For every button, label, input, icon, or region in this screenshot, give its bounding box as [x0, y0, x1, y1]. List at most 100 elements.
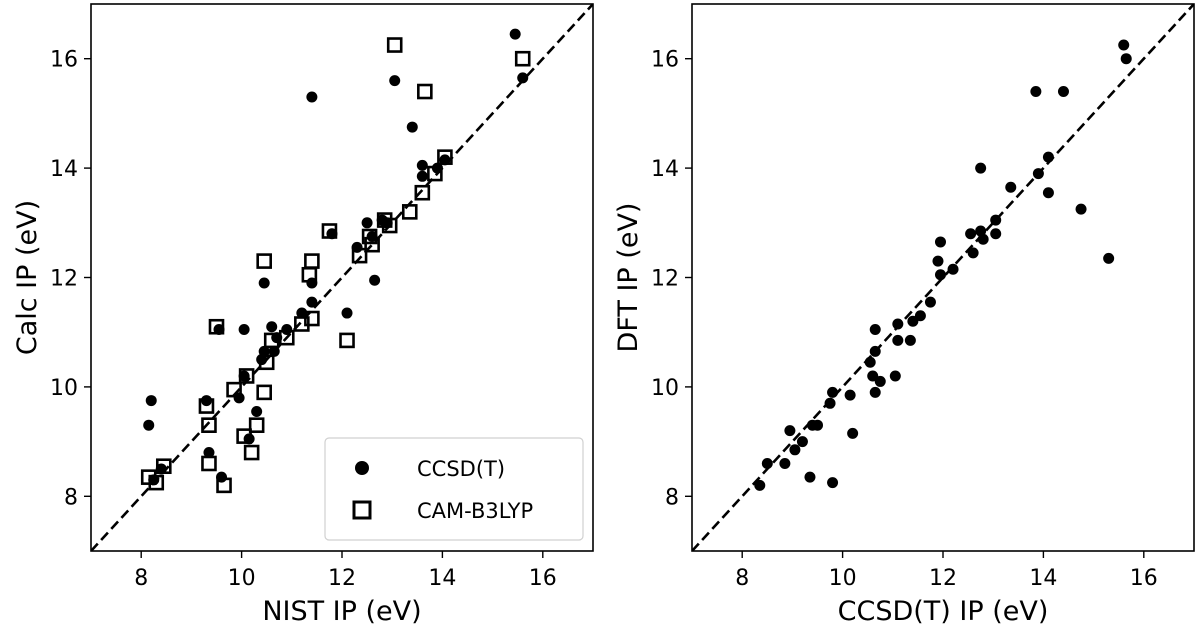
square-marker	[427, 165, 443, 182]
square-marker	[386, 37, 403, 53]
circle-marker	[977, 233, 989, 245]
series-cam-b3lyp	[140, 37, 531, 494]
circle-marker	[904, 334, 916, 346]
legend-circle-marker	[355, 461, 369, 475]
square-marker	[301, 266, 318, 283]
circle-marker	[369, 274, 381, 286]
x-tick-label: 14	[428, 566, 456, 591]
x-tick-label: 12	[929, 566, 957, 591]
circle-marker	[889, 370, 901, 382]
circle-marker	[784, 425, 796, 437]
circle-marker	[1120, 53, 1132, 65]
circle-marker	[251, 406, 263, 418]
square-marker	[339, 332, 355, 349]
y-tick-label: 12	[50, 267, 78, 292]
circle-marker	[416, 170, 428, 182]
circle-marker	[827, 477, 839, 489]
square-marker	[198, 398, 215, 414]
circle-marker	[789, 444, 801, 456]
circle-marker	[990, 228, 1002, 240]
square-marker	[437, 149, 453, 165]
square-marker	[417, 83, 433, 100]
circle-marker	[869, 386, 881, 398]
circle-marker	[804, 471, 816, 483]
square-marker	[304, 253, 320, 269]
circle-marker	[1075, 203, 1087, 215]
circle-marker	[1005, 181, 1017, 193]
square-marker	[278, 329, 295, 346]
circle-marker	[754, 479, 766, 491]
square-marker	[256, 253, 272, 269]
circle-marker	[406, 121, 418, 133]
circle-marker	[258, 277, 270, 289]
circle-marker	[796, 436, 808, 448]
square-marker	[364, 236, 380, 253]
circle-marker	[892, 318, 904, 330]
square-marker	[243, 444, 260, 461]
x-tick-label: 16	[1130, 566, 1158, 591]
square-marker	[263, 332, 280, 349]
circle-marker	[934, 269, 946, 281]
square-marker	[294, 316, 310, 332]
y-tick-label: 10	[651, 376, 679, 401]
circle-marker	[1118, 39, 1130, 51]
square-marker	[401, 204, 418, 220]
square-marker	[148, 474, 165, 491]
square-marker	[208, 318, 225, 335]
circle-marker	[1032, 168, 1044, 180]
x-axis-label: CCSD(T) IP (eV)	[838, 596, 1049, 627]
identity-reference-line	[91, 4, 593, 551]
y-tick-label: 16	[651, 48, 679, 73]
circle-marker	[416, 159, 428, 171]
circle-marker	[844, 389, 856, 401]
circle-marker	[947, 263, 959, 275]
circle-marker	[266, 321, 278, 333]
legend-label: CCSD(T)	[417, 457, 505, 481]
circle-marker	[967, 247, 979, 259]
square-marker	[226, 381, 242, 398]
circle-marker	[824, 397, 836, 409]
x-tick-label: 10	[228, 566, 256, 591]
circle-marker	[517, 72, 529, 84]
square-marker	[258, 354, 275, 371]
circle-marker	[864, 356, 876, 368]
circle-marker	[203, 447, 215, 459]
y-tick-label: 14	[50, 157, 78, 182]
y-axis-label: Calc IP (eV)	[12, 200, 43, 355]
circle-marker	[869, 345, 881, 357]
circle-marker	[143, 419, 155, 431]
circle-marker	[827, 386, 839, 398]
circle-marker	[145, 395, 157, 407]
legend-box	[324, 437, 584, 541]
circle-marker	[1057, 86, 1069, 98]
circle-marker	[892, 334, 904, 346]
x-tick-label: 8	[134, 566, 148, 591]
square-marker	[361, 228, 378, 245]
left-scatter-plot: 8 10 12 14 16 8 10 12 14 16 NIST IP (eV) Calc IP (e…	[12, 3, 594, 627]
circle-marker	[389, 75, 401, 87]
y-tick-label: 10	[50, 376, 78, 401]
series-ccsd-t	[143, 28, 529, 486]
square-marker	[236, 428, 252, 444]
x-tick-label: 8	[735, 566, 749, 591]
circle-marker	[874, 375, 886, 387]
circle-marker	[847, 427, 859, 439]
square-marker	[381, 217, 398, 234]
circle-marker	[869, 323, 881, 335]
circle-marker	[238, 323, 250, 335]
circle-marker	[761, 457, 773, 469]
circle-marker	[509, 28, 521, 40]
x-tick-label: 12	[328, 566, 356, 591]
circle-marker	[1042, 151, 1054, 163]
y-tick-label: 8	[64, 485, 78, 510]
square-marker	[256, 384, 272, 401]
y-tick-label: 14	[651, 157, 679, 182]
circle-marker	[1042, 187, 1054, 199]
y-tick-label: 8	[665, 485, 679, 510]
square-marker	[414, 184, 431, 201]
circle-marker	[975, 162, 987, 174]
x-tick-label: 16	[529, 566, 557, 591]
square-marker	[201, 455, 217, 472]
square-marker	[321, 223, 338, 239]
